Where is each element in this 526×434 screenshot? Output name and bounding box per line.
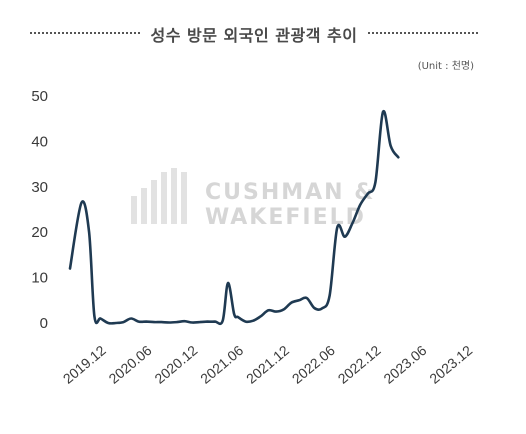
x-tick-label: 2019.12 [60, 342, 109, 387]
x-tick-label: 2022.06 [289, 342, 338, 387]
series-line [68, 110, 400, 326]
x-tick-label: 2022.12 [335, 342, 384, 387]
y-tick-label: 50 [31, 88, 48, 105]
watermark-line1: CUSHMAN & [205, 180, 375, 205]
y-tick-label: 10 [31, 270, 48, 287]
x-tick-label: 2021.06 [197, 342, 246, 387]
title-divider-right [368, 32, 478, 34]
watermark: CUSHMAN & WAKEFIELD [131, 168, 375, 230]
title-row: 성수 방문 외국인 관광객 추이 [30, 22, 478, 45]
x-tick-label: 2023.12 [426, 342, 475, 387]
y-tick-label: 20 [31, 224, 48, 241]
watermark-logo-icon [131, 168, 187, 224]
x-tick-label: 2023.06 [380, 342, 429, 387]
x-axis: 2019.122020.062020.122021.062021.122022.… [60, 342, 476, 387]
y-tick-label: 30 [31, 179, 48, 196]
x-tick-label: 2020.06 [106, 342, 155, 387]
watermark-line2: WAKEFIELD [205, 205, 366, 230]
x-tick-label: 2020.12 [151, 342, 200, 387]
y-tick-label: 40 [31, 133, 48, 150]
x-tick-label: 2021.12 [243, 342, 292, 387]
title-divider-left [30, 32, 140, 34]
unit-label: (Unit : 천명) [417, 61, 474, 72]
y-tick-label: 0 [40, 315, 48, 332]
y-axis: 0 10 20 30 40 50 [31, 88, 48, 332]
chart-title: 성수 방문 외국인 관광객 추이 [150, 26, 358, 45]
